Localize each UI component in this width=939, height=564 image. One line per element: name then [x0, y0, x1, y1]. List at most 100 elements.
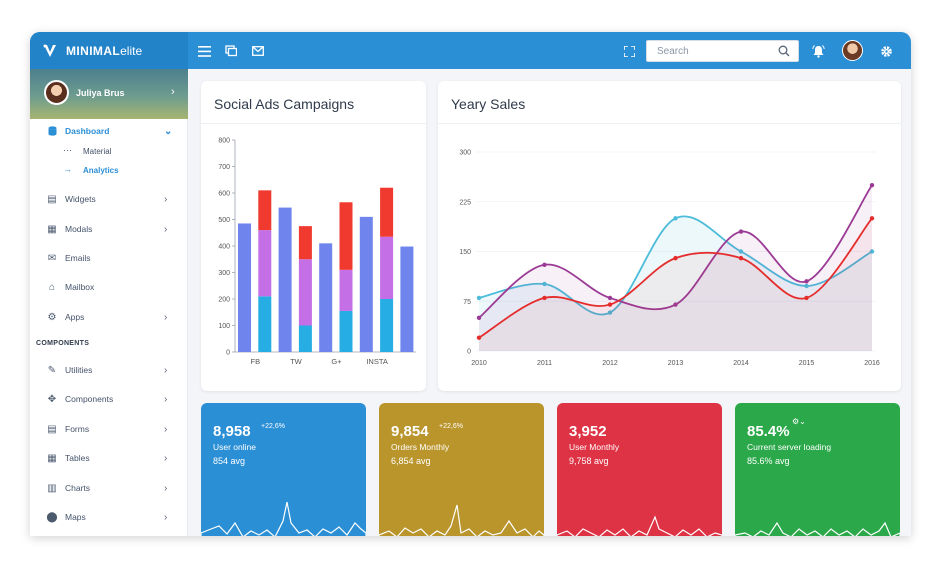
bar-segment-blue: [238, 223, 251, 352]
sidebar-item-charts[interactable]: ▥ Charts ›: [30, 478, 188, 498]
stat-avg: 6,854 avg: [391, 456, 431, 466]
sidebar-item-widgets[interactable]: ▤ Widgets ›: [30, 189, 188, 209]
sidebar-item-forms[interactable]: ▤ Forms ›: [30, 419, 188, 439]
sidebar-item-label: Emails: [65, 253, 91, 263]
search-icon[interactable]: [778, 45, 790, 57]
y-tick-label: 300: [459, 150, 471, 157]
sidebar-item-label: Tables: [65, 453, 90, 463]
chevron-right-icon: ›: [164, 223, 168, 235]
bar-segment-cyan: [298, 325, 312, 352]
sparkline: [735, 521, 900, 536]
y-tick-label: 225: [459, 199, 471, 206]
brand-name-bold: MINIMAL: [66, 43, 121, 58]
x-tick-label: TW: [290, 357, 303, 366]
y-tick-label: 200: [218, 297, 230, 304]
bar-segment-violet: [298, 259, 312, 326]
menu-icon[interactable]: [196, 43, 212, 59]
bar-segment-blue: [319, 243, 333, 352]
chevron-right-icon: ›: [164, 193, 168, 205]
top-bar: MINIMAL elite: [30, 32, 911, 69]
dots-icon: ···: [63, 145, 72, 155]
settings-gear-icon[interactable]: [878, 43, 894, 59]
x-tick-label: 2014: [733, 360, 749, 367]
gear-icon[interactable]: ⚙⌄: [792, 417, 806, 426]
card-title: Yeary Sales: [451, 96, 526, 112]
data-point: [542, 281, 547, 287]
sidebar-item-label: Modals: [65, 224, 93, 234]
stat-label: User online: [213, 442, 256, 452]
y-tick-label: 800: [218, 138, 230, 145]
data-point: [476, 335, 482, 340]
sidebar-item-utilities[interactable]: ✎ Utilities ›: [30, 360, 188, 380]
stat-label: User Monthly: [569, 442, 620, 452]
bar-segment-red: [380, 187, 394, 237]
brand-name-light: elite: [120, 43, 143, 58]
notification-bell-icon[interactable]: [810, 43, 826, 59]
data-point: [869, 249, 875, 254]
stat-card-server-loading: 85.4% ⚙⌄ Current server loading 85.6% av…: [735, 403, 900, 536]
y-tick-label: 0: [467, 349, 471, 356]
data-point: [804, 295, 809, 301]
user-avatar[interactable]: [842, 40, 863, 61]
stat-value: 3,952: [569, 423, 607, 440]
data-point: [476, 295, 482, 301]
data-point: [476, 315, 482, 321]
map-pin-icon: ⬤: [46, 511, 58, 523]
gear-icon: ⚙: [47, 311, 57, 323]
database-icon: [46, 125, 58, 137]
x-tick-label: FB: [251, 357, 261, 366]
x-tick-label: 2011: [537, 360, 552, 367]
chat-icon[interactable]: [223, 43, 239, 59]
series-area: [479, 216, 872, 351]
x-tick-label: 2013: [668, 360, 684, 367]
data-point: [607, 310, 613, 315]
data-point: [607, 302, 613, 307]
sidebar-item-label: Dashboard: [65, 126, 110, 136]
stat-label: Orders Monthly: [391, 442, 450, 452]
stat-avg: 854 avg: [213, 456, 246, 466]
y-tick-label: 500: [218, 217, 230, 224]
bar-segment-red: [298, 226, 312, 260]
y-tick-label: 75: [463, 299, 471, 306]
bar-segment-cyan: [258, 296, 272, 352]
sidebar-subitem-label: Analytics: [83, 166, 119, 175]
chevron-down-icon: ⌄: [164, 125, 173, 137]
chevron-right-icon: ›: [164, 311, 168, 323]
x-tick-label: 2016: [864, 360, 880, 367]
bar-segment-violet: [380, 236, 394, 299]
user-panel[interactable]: Juliya Brus ›: [30, 69, 188, 119]
bar-segment-red: [339, 202, 353, 270]
fullscreen-icon[interactable]: [621, 43, 637, 59]
stat-avg: 9,758 avg: [569, 456, 609, 466]
chevron-right-icon: ›: [164, 482, 168, 494]
mail-icon[interactable]: [250, 43, 266, 59]
sidebar-subitem-material[interactable]: ··· Material: [30, 145, 188, 161]
sidebar-item-mailbox[interactable]: ⌂ Mailbox: [30, 277, 188, 297]
chevron-right-icon: ›: [164, 452, 168, 464]
sidebar: Juliya Brus › Dashboard ⌄ ··· Material →…: [30, 69, 188, 536]
sidebar-item-label: Mailbox: [65, 282, 95, 292]
sidebar-item-maps[interactable]: ⬤ Maps ›: [30, 507, 188, 527]
gift-icon: ▦: [47, 223, 57, 235]
x-tick-label: 2010: [471, 360, 487, 367]
sidebar-item-label: Charts: [65, 483, 91, 493]
section-label-components: COMPONENTS: [36, 340, 90, 347]
sidebar-item-dashboard[interactable]: Dashboard ⌄: [30, 121, 188, 141]
search-box: [646, 40, 799, 62]
data-point: [673, 255, 678, 261]
sidebar-item-apps[interactable]: ⚙ Apps ›: [30, 307, 188, 327]
data-point: [869, 182, 875, 188]
bar-segment-red: [258, 190, 272, 231]
stat-card-orders-monthly: 9,854 +22,6% Orders Monthly 6,854 avg: [379, 403, 544, 536]
sidebar-item-components[interactable]: ✥ Components ›: [30, 389, 188, 409]
brand-logo[interactable]: MINIMAL elite: [30, 32, 188, 69]
x-tick-label: INSTA: [366, 357, 388, 366]
sidebar-item-tables[interactable]: ▦ Tables ›: [30, 448, 188, 468]
sidebar-item-modals[interactable]: ▦ Modals ›: [30, 219, 188, 239]
divider: [201, 123, 426, 124]
sidebar-subitem-analytics[interactable]: → Analytics: [30, 164, 188, 180]
bar-segment-violet: [258, 230, 272, 297]
sidebar-item-label: Apps: [65, 312, 85, 322]
search-input[interactable]: [647, 41, 773, 62]
sidebar-item-emails[interactable]: ✉ Emails: [30, 248, 188, 268]
